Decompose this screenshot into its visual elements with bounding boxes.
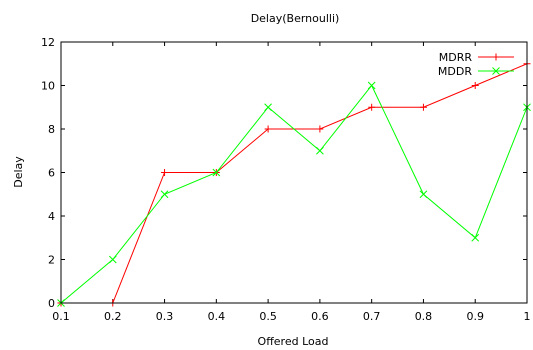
y-tick-label: 2: [48, 254, 55, 267]
x-tick-label: 0.4: [208, 310, 226, 323]
legend-marker: [492, 67, 500, 75]
data-point: [108, 255, 117, 264]
x-tick-label: 0.2: [104, 310, 122, 323]
series-line: [60, 84, 528, 304]
x-tick-label: 1: [524, 310, 531, 323]
x-tick-label: 0.7: [363, 310, 381, 323]
data-point: [316, 125, 324, 133]
chart-title: Delay(Bernoulli): [251, 12, 340, 25]
x-tick-label: 0.5: [259, 310, 277, 323]
data-point: [419, 103, 427, 111]
legend-item-mdrr: MDRR: [439, 51, 514, 64]
legend-label: MDRR: [439, 51, 473, 64]
data-point: [161, 169, 169, 176]
y-tick-label: 10: [41, 80, 55, 93]
legend-marker: [492, 53, 500, 61]
data-point: [471, 233, 480, 242]
x-tick-label: 0.3: [156, 310, 174, 323]
y-tick-label: 8: [48, 123, 55, 136]
x-axis-label: Offered Load: [258, 335, 329, 348]
x-tick-label: 0.8: [415, 310, 433, 323]
data-point: [316, 146, 324, 155]
data-point: [367, 81, 376, 90]
series-mddr: [57, 81, 531, 307]
series-layer: [57, 60, 531, 307]
y-axis-label: Delay: [12, 156, 25, 188]
y-tick-label: 0: [48, 297, 55, 310]
plot-frame: [60, 41, 528, 304]
y-tick-label: 12: [41, 36, 55, 49]
data-point: [471, 82, 479, 89]
data-point: [419, 190, 428, 199]
legend-label: MDDR: [438, 65, 472, 78]
x-tick-label: 0.9: [466, 310, 484, 323]
data-point: [368, 103, 376, 111]
x-tick-label: 0.6: [311, 310, 329, 323]
data-point: [264, 125, 272, 133]
data-point: [212, 168, 221, 177]
series-mdrr: [57, 60, 531, 307]
series-line: [61, 63, 528, 304]
y-tick-label: 4: [48, 210, 55, 223]
y-tick-label: 6: [48, 167, 55, 180]
x-tick-label: 0.1: [52, 310, 70, 323]
data-point: [264, 103, 272, 112]
data-point: [160, 190, 169, 199]
legend-item-mddr: MDDR: [438, 65, 514, 78]
